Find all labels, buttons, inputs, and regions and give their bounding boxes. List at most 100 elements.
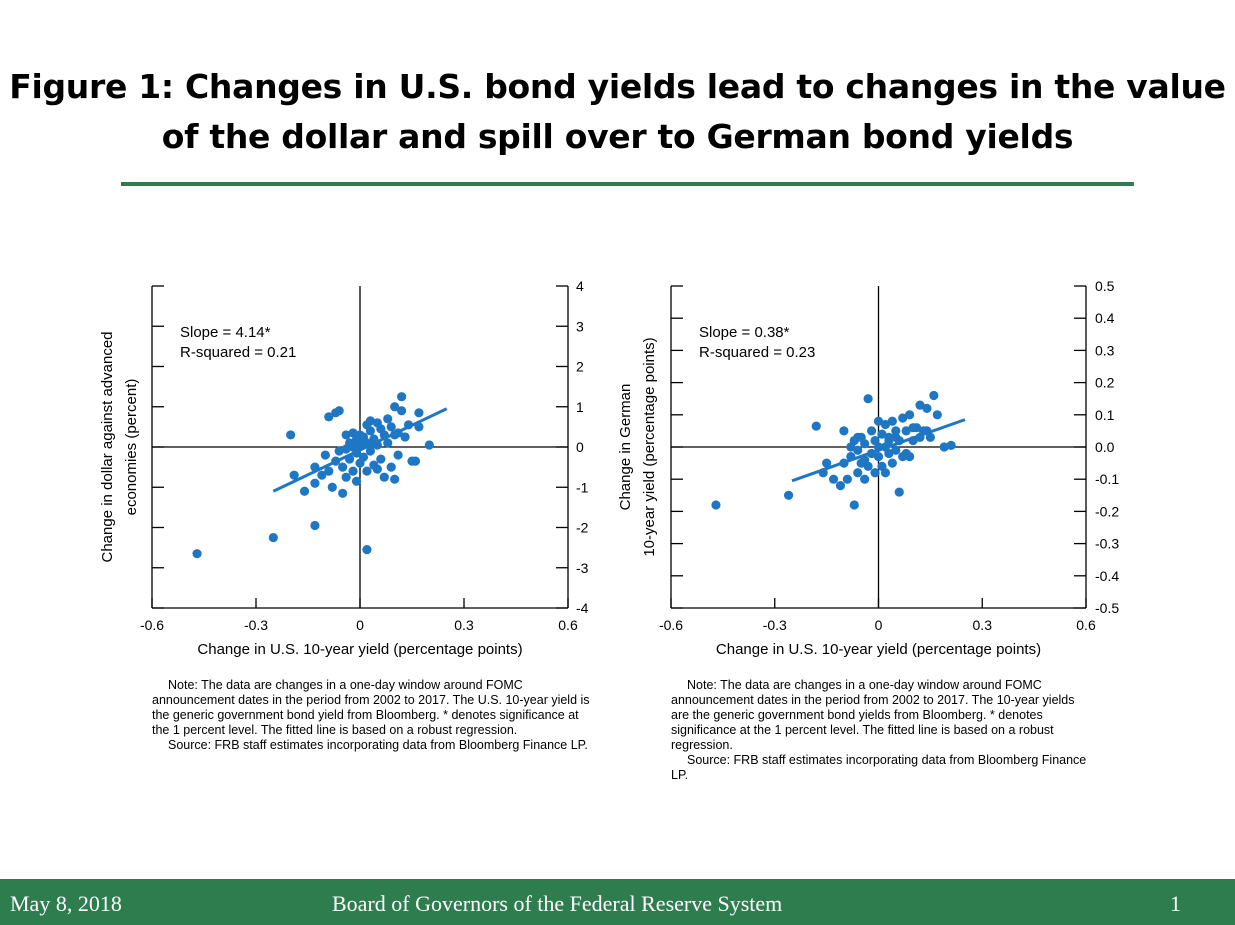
chart-2-point: [853, 445, 863, 455]
title-line-2: of the dollar and spill over to German b…: [161, 117, 1074, 156]
chart-1-point: [397, 406, 407, 416]
chart-1-point: [383, 414, 393, 424]
chart-2-y-tick-label: -0.2: [1095, 503, 1119, 519]
chart-1-note-text: Note: The data are changes in a one-day …: [152, 678, 590, 737]
chart-1-point: [341, 472, 351, 482]
title-divider: [121, 182, 1134, 186]
chart-2-x-tick-label: 0: [875, 617, 883, 633]
chart-2-point: [849, 500, 859, 510]
chart-2-point: [863, 394, 873, 404]
chart-1-point: [376, 454, 386, 464]
chart-2-point: [891, 445, 901, 455]
chart-1-source-text: Source: FRB staff estimates incorporatin…: [168, 738, 588, 752]
chart-2-y-tick-label: 0.2: [1095, 375, 1115, 391]
chart-1-fit-line: [272, 407, 448, 493]
chart-2-point: [839, 426, 849, 436]
chart-2-point: [842, 474, 852, 484]
chart-2-x-tick-label: -0.6: [659, 617, 683, 633]
title-line-1: Figure 1: Changes in U.S. bond yields le…: [9, 67, 1226, 106]
chart-1-point: [393, 450, 403, 460]
chart-2-annotation: R-squared = 0.23: [699, 344, 815, 361]
chart-1-point: [320, 450, 330, 460]
chart-1-point: [372, 464, 382, 474]
chart-2-point: [853, 432, 863, 442]
chart-2-note: Note: The data are changes in a one-day …: [671, 678, 1091, 783]
chart-2-y-tick-label: -0.3: [1095, 536, 1119, 552]
chart-1-x-tick-label: 0.3: [454, 617, 474, 633]
chart-1-point: [334, 406, 344, 416]
chart-1-point: [362, 545, 372, 555]
chart-2-point: [901, 426, 911, 436]
chart-2-point: [783, 490, 794, 500]
chart-1-point: [383, 438, 393, 448]
footer-bar: May 8, 2018 Board of Governors of the Fe…: [0, 879, 1235, 925]
chart-2-point: [880, 419, 891, 430]
chart-1-annotation: R-squared = 0.21: [180, 344, 296, 361]
chart-1-point: [341, 430, 351, 440]
chart-2-point: [908, 423, 918, 433]
chart-2-point: [887, 416, 897, 426]
chart-1-point: [348, 466, 358, 476]
chart-1-point: [327, 482, 337, 492]
chart-2-point: [894, 487, 904, 497]
chart-1-y-tick-label: 3: [576, 318, 584, 334]
chart-1-point: [317, 470, 327, 480]
chart-1-point: [348, 442, 358, 452]
chart-1-y-tick-label: 1: [576, 399, 584, 415]
chart-1-point: [192, 549, 202, 559]
chart-1-point: [362, 466, 372, 476]
chart-2-x-tick-label: 0.6: [1076, 617, 1096, 633]
chart-1-annotation: Slope = 4.14*: [180, 324, 271, 341]
chart-2-point: [873, 416, 884, 426]
chart-2: -0.5 -0.4 -0.3 -0.2 -0.1 0.0 0.1 0.2 0.3 0.4 0.5 -0…: [617, 278, 1119, 658]
chart-1-point: [365, 446, 375, 456]
chart-1-point: [358, 452, 369, 462]
chart-1-point: [397, 392, 407, 402]
chart-2-point: [884, 448, 894, 459]
chart-2-annotation: Slope = 0.38*: [699, 324, 790, 341]
chart-1-x-tick-label: 0: [356, 617, 364, 633]
chart-2-y-tick-label: 0.3: [1095, 342, 1115, 358]
chart-1-point: [365, 426, 375, 436]
chart-2-y-axis-title: Change in German: [617, 384, 634, 511]
chart-1-point: [289, 470, 299, 480]
chart-1-point: [424, 440, 434, 450]
chart-2-point: [901, 448, 911, 459]
chart-2-point: [870, 468, 880, 478]
chart-1-point: [386, 462, 396, 472]
chart-1-point: [414, 408, 424, 418]
chart-1: -4 -3 -2 -1 0 1 2 3 4 -0.6 -0.3 0 0.3 0.6 Change in U.…: [99, 278, 589, 658]
chart-1-y-tick-label: -1: [576, 479, 589, 495]
chart-2-point: [822, 458, 832, 468]
chart-2-point: [877, 429, 887, 439]
chart-1-point: [365, 416, 375, 426]
footer-page-number: 1: [1170, 891, 1181, 916]
chart-2-point: [873, 452, 884, 462]
chart-2-point: [922, 403, 932, 413]
chart-2-point: [887, 458, 897, 468]
chart-1-point: [299, 486, 310, 496]
chart-1-point: [338, 488, 348, 498]
chart-2-y-tick-label: -0.5: [1095, 600, 1119, 616]
chart-1-y-tick-label: 0: [576, 439, 584, 455]
chart-1-point: [400, 432, 410, 442]
chart-2-point: [905, 410, 915, 420]
chart-1-y-axis-title: Change in dollar against advanced: [99, 332, 116, 563]
chart-1-y-axis-title: economies (percent): [123, 379, 140, 516]
chart-1-point: [324, 412, 334, 422]
page-title: Figure 1: Changes in U.S. bond yields le…: [0, 62, 1235, 162]
chart-1-note: Note: The data are changes in a one-day …: [152, 678, 592, 753]
chart-2-point: [853, 468, 863, 478]
chart-1-y-tick-label: 4: [576, 278, 584, 294]
chart-2-point: [884, 432, 894, 442]
chart-1-point: [310, 478, 320, 488]
footer-organization: Board of Governors of the Federal Reserv…: [332, 891, 783, 916]
chart-1-point: [286, 430, 296, 440]
chart-1-x-tick-label: -0.6: [140, 617, 164, 633]
chart-2-x-axis-title: Change in U.S. 10-year yield (percentage…: [716, 641, 1041, 658]
chart-2-point: [811, 421, 821, 431]
chart-1-y-tick-label: -4: [576, 600, 589, 616]
chart-2-y-tick-label: 0.5: [1095, 278, 1115, 294]
chart-2-point: [891, 426, 901, 436]
chart-2-fit-line: [791, 418, 966, 483]
